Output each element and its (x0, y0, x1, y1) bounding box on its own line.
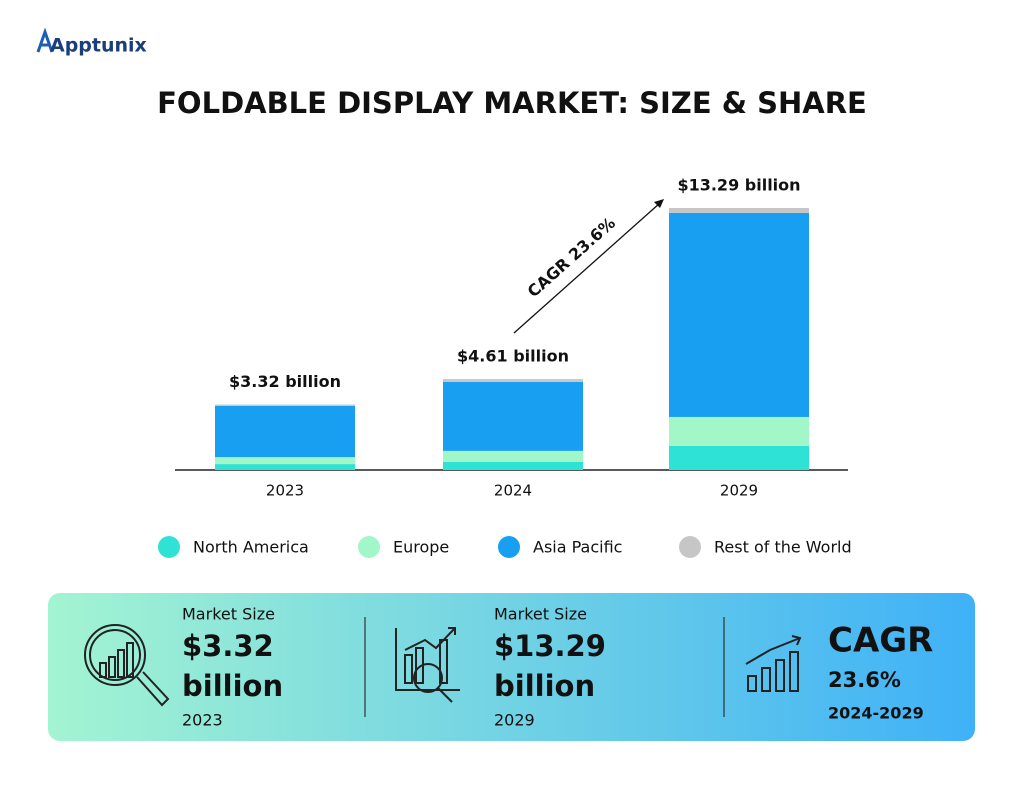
summary-unit: billion (494, 669, 595, 703)
legend-label: Asia Pacific (533, 538, 622, 557)
bar-segment (443, 461, 583, 470)
summary-unit: billion (182, 669, 283, 703)
bar-segment (215, 464, 355, 470)
x-tick-label: 2024 (494, 482, 532, 500)
bar-segment (443, 379, 583, 382)
arrow-head (654, 199, 664, 208)
bar-segment (215, 405, 355, 458)
x-tick-label: 2023 (266, 482, 304, 500)
bar-segment (669, 208, 809, 213)
summary-panel (48, 593, 975, 741)
legend-swatch (358, 536, 380, 558)
logo: Apptunix (50, 35, 147, 57)
legend-label: North America (193, 538, 309, 557)
summary-value: $3.32 (182, 629, 274, 663)
total-label: $13.29 billion (677, 176, 800, 195)
legend-label: Europe (393, 538, 449, 557)
analytics-icon (395, 627, 460, 703)
summary-value: $13.29 (494, 629, 606, 663)
cagr-arrow (513, 202, 661, 334)
legend-label: Rest of the World (714, 538, 852, 557)
summary-label: Market Size (494, 605, 587, 624)
summary-period: 2024-2029 (828, 704, 924, 723)
total-label: $3.32 billion (229, 372, 341, 391)
summary-label: Market Size (182, 605, 275, 624)
legend-swatch (679, 536, 701, 558)
bar-segment (669, 445, 809, 470)
bar-segment (215, 404, 355, 406)
total-label: $4.61 billion (457, 347, 569, 366)
growth-icon (745, 635, 802, 692)
bar-segment (443, 381, 583, 451)
chart-title: FOLDABLE DISPLAY MARKET: SIZE & SHARE (157, 86, 867, 120)
logo-mark (36, 27, 54, 53)
magnifier-icon (84, 624, 170, 707)
legend-swatch (498, 536, 520, 558)
summary-value: 23.6% (828, 668, 901, 692)
bar-segment (215, 457, 355, 465)
legend-swatch (158, 536, 180, 558)
bar-segment (669, 416, 809, 446)
summary-period: 2023 (182, 711, 223, 730)
bar-segment (669, 212, 809, 417)
cagr-annotation: CAGR 23.6% (524, 213, 619, 301)
summary-period: 2029 (494, 711, 535, 730)
x-tick-label: 2029 (720, 482, 758, 500)
bar-segment (443, 450, 583, 462)
summary-label: CAGR (828, 621, 933, 661)
